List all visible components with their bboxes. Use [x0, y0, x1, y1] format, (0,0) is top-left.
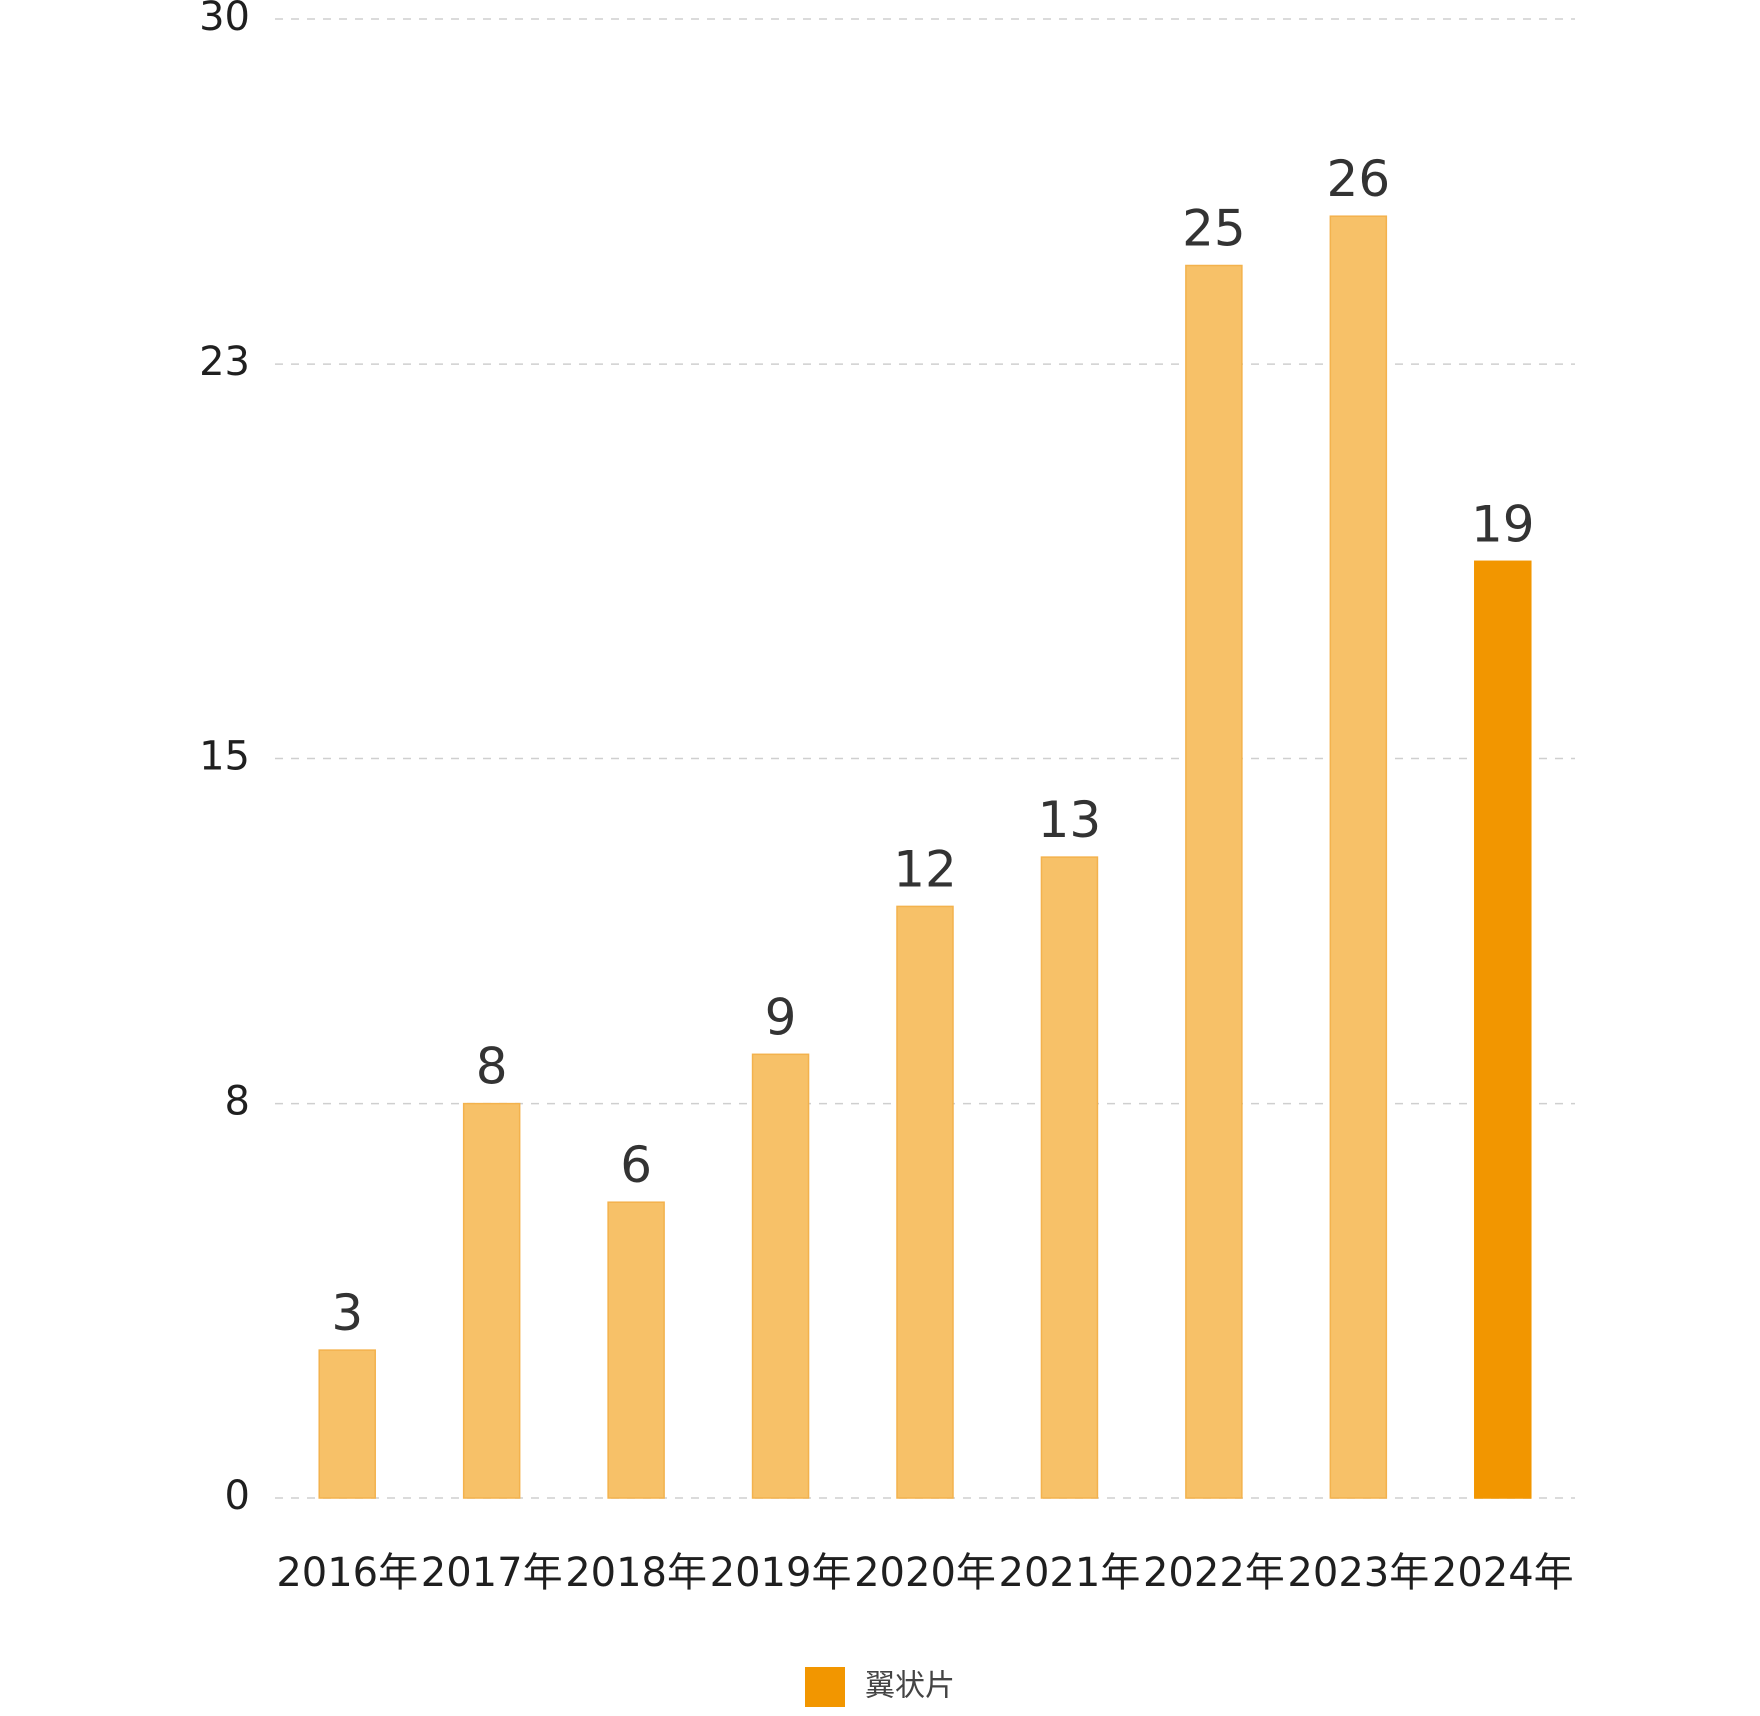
bar [896, 905, 954, 1499]
bar-value-label: 8 [476, 1038, 508, 1096]
legend-swatch [805, 1667, 845, 1707]
bar [1040, 856, 1099, 1499]
y-tick-label: 0 [225, 1473, 250, 1519]
x-axis-labels: 2016年 2017年 2018年 2019年 2020年 2021年 2022年 2023年… [276, 1550, 1573, 1596]
bar-value-label: 6 [620, 1136, 652, 1194]
bar-value-label: 12 [893, 840, 957, 898]
x-tick-label: 2024年 [1432, 1550, 1574, 1596]
bar-value-label: 26 [1327, 150, 1391, 208]
value-labels: 3 8 6 9 12 13 25 26 19 [331, 150, 1534, 1342]
legend: 翼状片 [805, 1667, 955, 1707]
bars [318, 215, 1532, 1499]
x-tick-label: 2018年 [565, 1550, 707, 1596]
bar [318, 1349, 376, 1499]
legend-label: 翼状片 [865, 1669, 955, 1704]
bar [1185, 264, 1243, 1499]
bar-value-label: 19 [1471, 495, 1535, 553]
y-tick-label: 8 [225, 1079, 250, 1125]
y-tick-label: 15 [199, 734, 250, 780]
bar [462, 1102, 521, 1499]
x-tick-label: 2022年 [1143, 1550, 1285, 1596]
bar-value-label: 25 [1182, 200, 1246, 258]
x-tick-label: 2020年 [854, 1550, 996, 1596]
y-axis-ticks: 0 8 15 23 30 [199, 0, 250, 1519]
bar [1329, 215, 1388, 1499]
x-tick-label: 2021年 [999, 1550, 1141, 1596]
bar-value-label: 9 [765, 988, 797, 1046]
bar [607, 1201, 665, 1499]
bar [1474, 560, 1532, 1499]
y-tick-label: 30 [199, 0, 250, 40]
bar-value-label: 3 [331, 1284, 363, 1342]
x-tick-label: 2017年 [421, 1550, 563, 1596]
bar [751, 1053, 810, 1499]
bar-value-label: 13 [1038, 791, 1102, 849]
x-tick-label: 2016年 [276, 1550, 418, 1596]
x-tick-label: 2019年 [710, 1550, 852, 1596]
y-tick-label: 23 [199, 339, 250, 385]
x-tick-label: 2023年 [1287, 1550, 1429, 1596]
